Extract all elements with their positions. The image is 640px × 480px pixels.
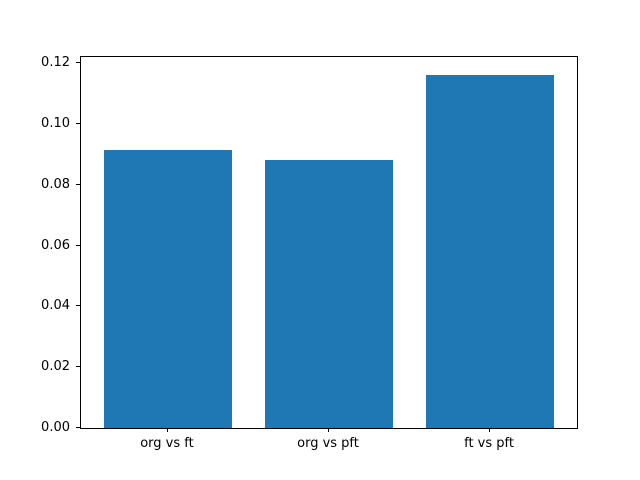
bar-org-vs-ft [103, 150, 233, 428]
y-tick-mark-0.06 [76, 244, 80, 246]
x-tick-label-org-vs-pft: org vs pft [297, 436, 359, 451]
x-tick-label-org-vs-ft: org vs ft [140, 436, 194, 451]
y-tick-mark-0.10 [76, 122, 80, 124]
y-tick-mark-0.08 [76, 183, 80, 185]
x-tick-label-ft-vs-pft: ft vs pft [464, 436, 514, 451]
y-tick-label-0.10: 0.10 [41, 115, 70, 131]
x-tick-mark-ft-vs-pft [489, 428, 491, 432]
plot-area [80, 56, 578, 429]
bar-ft-vs-pft [425, 74, 555, 428]
y-tick-mark-0.02 [76, 366, 80, 368]
y-tick-label-0.12: 0.12 [41, 55, 70, 71]
y-tick-label-0.06: 0.06 [41, 237, 70, 253]
x-tick-mark-org-vs-pft [328, 428, 329, 432]
y-tick-label-0.08: 0.08 [41, 176, 70, 192]
y-tick-mark-0.12 [76, 62, 80, 64]
bar-org-vs-pft [264, 160, 394, 428]
y-tick-mark-0.00 [76, 427, 80, 428]
y-tick-label-0.00: 0.00 [41, 420, 70, 435]
x-tick-mark-org-vs-ft [166, 428, 168, 432]
y-tick-label-0.04: 0.04 [41, 298, 70, 314]
y-tick-mark-0.04 [76, 305, 80, 307]
y-tick-label-0.02: 0.02 [41, 359, 70, 375]
